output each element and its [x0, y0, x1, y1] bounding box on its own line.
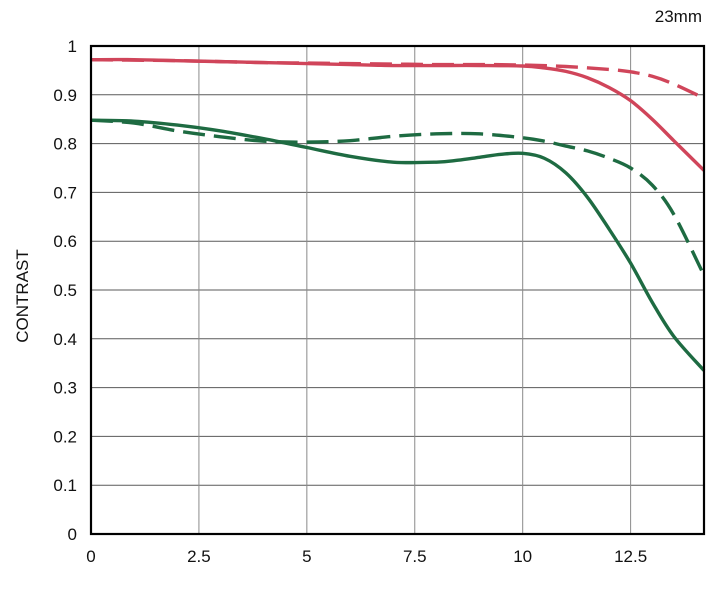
y-tick-label: 0.6 [53, 232, 77, 251]
y-tick-label: 0.7 [53, 183, 77, 202]
x-tick-label: 12.5 [614, 547, 647, 566]
x-tick-label: 0 [86, 547, 95, 566]
plot-frame [89, 44, 706, 536]
series-line-1 [90, 57, 706, 172]
y-tick-label: 0.2 [53, 427, 77, 446]
plot-border [89, 44, 706, 536]
grid [90, 45, 704, 535]
y-tick-label: 0.3 [53, 379, 77, 398]
y-axis-label: CONTRAST [13, 249, 32, 343]
series-line-4 [90, 118, 706, 277]
series-line-3 [90, 118, 706, 372]
y-tick-label: 1 [68, 37, 77, 56]
y-tick-label: 0 [68, 525, 77, 544]
y-tick-labels: 0 0.1 0.2 0.3 0.4 0.5 0.6 0.7 0.8 0.9 1 [53, 37, 77, 544]
y-tick-label: 0.1 [53, 476, 77, 495]
x-tick-label: 5 [302, 547, 311, 566]
y-tick-label: 0.5 [53, 281, 77, 300]
y-tick-label: 0.9 [53, 86, 77, 105]
series-group [90, 57, 706, 372]
x-tick-label: 10 [513, 547, 532, 566]
chart-title: 23mm [655, 7, 702, 26]
x-tick-labels: 0 2.5 5 7.5 10 12.5 [86, 547, 647, 566]
x-tick-label: 2.5 [187, 547, 211, 566]
x-tick-label: 7.5 [403, 547, 427, 566]
y-tick-label: 0.8 [53, 135, 77, 154]
y-tick-label: 0.4 [53, 330, 77, 349]
series-line-2 [90, 57, 705, 100]
